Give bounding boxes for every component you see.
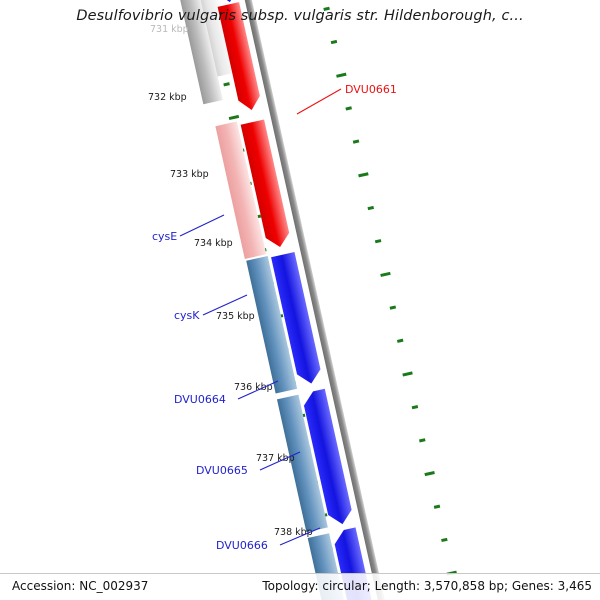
accession-label: Accession: NC_002937 bbox=[12, 579, 149, 593]
gene-cyse-bar[interactable] bbox=[246, 255, 298, 394]
feature-label-text: DVU0665 bbox=[196, 464, 248, 477]
ruler-labels: 731 kbp 732 kbp 733 kbp 734 kbp 735 kbp … bbox=[148, 24, 313, 538]
gene-cysk-bar[interactable] bbox=[276, 394, 328, 533]
ruler-tick-731: 731 kbp bbox=[150, 24, 189, 35]
feature-label-text: cysE bbox=[152, 230, 177, 243]
gene-cyse-arrow[interactable] bbox=[271, 252, 323, 386]
gene-dvu0661-arrow[interactable] bbox=[240, 119, 292, 249]
status-bar: Accession: NC_002937 Topology: circular;… bbox=[0, 573, 600, 600]
gene-dvu0661-bar[interactable] bbox=[215, 121, 267, 259]
ruler-tick-734: 734 kbp bbox=[194, 238, 233, 249]
sequence-summary-label: Topology: circular; Length: 3,570,858 bp… bbox=[262, 579, 592, 593]
ruler-tick-735: 735 kbp bbox=[216, 311, 255, 322]
feature-labels[interactable]: DVU0661 cysE cysK DVU0664 DVU0665 DVU066 bbox=[152, 83, 397, 552]
ruler-tick-732: 732 kbp bbox=[148, 92, 187, 103]
label-dvu0661[interactable]: DVU0661 bbox=[296, 83, 397, 115]
feature-label-text: DVU0661 bbox=[345, 83, 397, 96]
gene-top-gray[interactable] bbox=[177, 0, 223, 105]
ruler-minor-ticks-right bbox=[323, 6, 457, 576]
label-dvu0666[interactable]: DVU0666 bbox=[216, 527, 321, 552]
feature-label-text: cysK bbox=[174, 309, 200, 322]
gene-cysk-arrow[interactable] bbox=[301, 388, 354, 527]
ruler-tick-737: 737 kbp bbox=[256, 453, 295, 464]
ruler-tick-736: 736 kbp bbox=[234, 382, 273, 393]
ruler-tick-738: 738 kbp bbox=[274, 527, 313, 538]
gene-top-white[interactable] bbox=[190, 0, 237, 78]
label-dvu0664[interactable]: DVU0664 bbox=[174, 380, 279, 406]
label-cyse[interactable]: cysE bbox=[152, 214, 225, 243]
feature-label-text: DVU0664 bbox=[174, 393, 226, 406]
gene-dvu0660-red[interactable] bbox=[217, 2, 263, 112]
label-dvu0665[interactable]: DVU0665 bbox=[196, 451, 301, 477]
ruler-tick-733: 733 kbp bbox=[170, 169, 209, 180]
sequence-axis-line[interactable] bbox=[232, 0, 400, 600]
feature-label-text: DVU0666 bbox=[216, 539, 268, 552]
label-cysk[interactable]: cysK bbox=[174, 294, 248, 322]
